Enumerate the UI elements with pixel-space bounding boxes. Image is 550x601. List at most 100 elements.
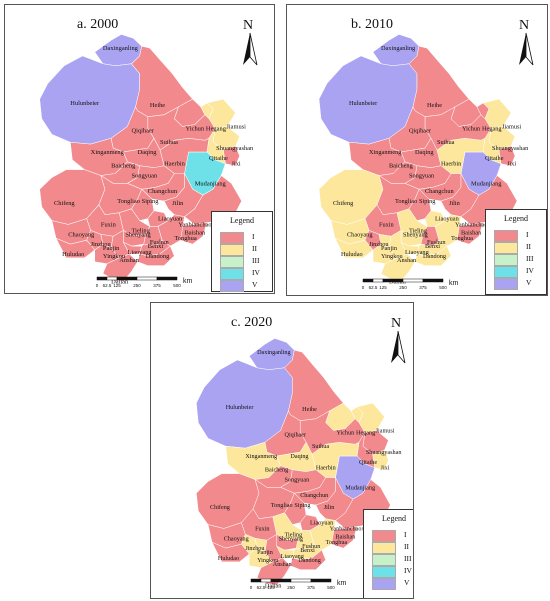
label-qitaihe: Qitaihe <box>209 155 228 162</box>
label-daqing: Daqing <box>290 454 308 460</box>
panel-title: c. 2020 <box>231 315 273 330</box>
label-daqing: Daqing <box>138 149 158 156</box>
legend-swatch <box>494 266 518 278</box>
legend-swatch <box>220 280 244 292</box>
label-chifeng: Chifeng <box>333 200 353 207</box>
label-shenyang: Shenyang <box>279 536 303 542</box>
legend-label: III <box>526 254 534 263</box>
label-fuxin: Fuxin <box>379 222 395 229</box>
label-heihe: Heihe <box>150 102 166 109</box>
scale-tick-label: 0 <box>250 585 253 590</box>
label-daxinganling: Daxinganling <box>103 45 139 52</box>
label-jiamusi: Jiamusi <box>376 428 395 434</box>
region-siping <box>131 188 155 221</box>
region-dandong <box>290 549 326 570</box>
label-jiamusi: Jiamusi <box>226 124 246 131</box>
label-daxinganling: Daxinganling <box>381 45 415 52</box>
region-siping <box>408 188 432 221</box>
label-huludao: Huludao <box>218 556 239 562</box>
label-jixi: Jixi <box>381 466 390 472</box>
legend-swatch <box>372 530 396 542</box>
legend-label: II <box>404 542 409 551</box>
legend-swatch <box>372 578 396 590</box>
legend-label: III <box>404 554 412 563</box>
label-dalian: Dalian <box>111 278 129 285</box>
label-liaoyuan: Liaoyuan <box>435 216 460 223</box>
label-tongliao: Tongliao <box>271 503 293 509</box>
region-dalian <box>380 253 416 282</box>
scale-tick-label: 250 <box>399 285 407 290</box>
label-mudanjiang: Mudanjiang <box>195 180 227 187</box>
label-yingkou: Yingkou <box>381 253 403 260</box>
legend-swatch <box>220 256 244 268</box>
legend: Legend I II III IV V <box>363 509 413 598</box>
legend-label: II <box>526 242 531 251</box>
map-panel-2010: b. 2010 Daxinganling Hulunbeier Heihe Yichu… <box>286 4 548 296</box>
label-yichun: Yichun <box>186 126 205 133</box>
map-panel-2000: a. 2000 Daxinganling Hulunbeier Heihe Yichu… <box>4 4 275 294</box>
scale-unit: km <box>183 278 193 285</box>
label-fushun: Fushun <box>302 544 320 550</box>
region-dalian <box>102 253 138 282</box>
north-arrow-icon: N <box>391 316 406 364</box>
label-baishan: Baishan <box>185 229 207 236</box>
label-tieling: Tieling <box>131 227 150 234</box>
label-mudanjiang: Mudanjiang <box>471 180 501 187</box>
legend-swatch <box>220 268 244 280</box>
label-dalian: Dalian <box>265 583 281 589</box>
label-yichun: Yichun <box>462 125 481 132</box>
scale-tick-label: 0 <box>96 283 99 288</box>
legend-label: III <box>252 256 260 265</box>
scale-tick-label: 375 <box>419 285 427 290</box>
label-tieling: Tieling <box>285 532 303 538</box>
north-label: N <box>243 18 253 33</box>
legend-title: Legend <box>230 216 254 225</box>
label-xinganmeng: Xinganmeng <box>369 149 401 156</box>
legend-label: V <box>404 578 410 587</box>
legend-swatch <box>494 254 518 266</box>
label-tongliao: Tongliao <box>395 198 417 205</box>
label-hegang: Hegang <box>206 126 227 133</box>
label-changchun: Changchun <box>148 188 178 195</box>
label-panjin: Panjin <box>381 245 398 252</box>
legend-title: Legend <box>504 214 528 223</box>
scale-tick-label: 250 <box>133 283 141 288</box>
scale-unit: km <box>337 580 347 587</box>
north-arrow-icon: N <box>243 18 258 66</box>
label-xinganmeng: Xinganmeng <box>245 454 277 460</box>
label-tonghua: Tonghua <box>174 235 197 242</box>
label-panjin: Panjin <box>257 550 273 556</box>
label-hulunbeier: Hulunbeier <box>226 405 254 411</box>
label-chifeng: Chifeng <box>210 504 230 511</box>
label-shuangyashan: Shuangyashan <box>492 145 529 152</box>
label-anshan: Anshan <box>119 257 139 264</box>
legend-swatch <box>220 244 244 256</box>
legend-swatch <box>494 242 518 254</box>
label-qitaihe: Qitaihe <box>359 460 377 466</box>
scale-tick-label: 125 <box>267 585 275 590</box>
label-hegang: Hegang <box>356 430 375 436</box>
label-chaoyang: Chaoyang <box>224 536 249 542</box>
label-baishan: Baishan <box>335 534 355 540</box>
legend-label: V <box>252 280 258 289</box>
north-arrow-icon: N <box>519 18 534 66</box>
label-jixi: Jixi <box>231 161 241 168</box>
label-heihe: Heihe <box>302 407 317 413</box>
legend-label: V <box>526 278 532 287</box>
label-shuangyashan: Shuangyashan <box>366 450 402 456</box>
label-tonghua: Tonghua <box>451 235 473 242</box>
label-yingkou: Yingkou <box>103 253 126 260</box>
label-tieling: Tieling <box>409 227 427 234</box>
label-daqing: Daqing <box>415 149 433 156</box>
label-suihua: Suihua <box>437 139 455 146</box>
legend-label: I <box>526 230 529 239</box>
panel-title: a. 2000 <box>77 17 119 32</box>
scale-tick-label: 500 <box>439 285 447 290</box>
label-tongliao: Tongliao <box>117 198 140 205</box>
label-harbin: Haerbin <box>316 466 336 472</box>
label-suihua: Suihua <box>312 444 329 450</box>
